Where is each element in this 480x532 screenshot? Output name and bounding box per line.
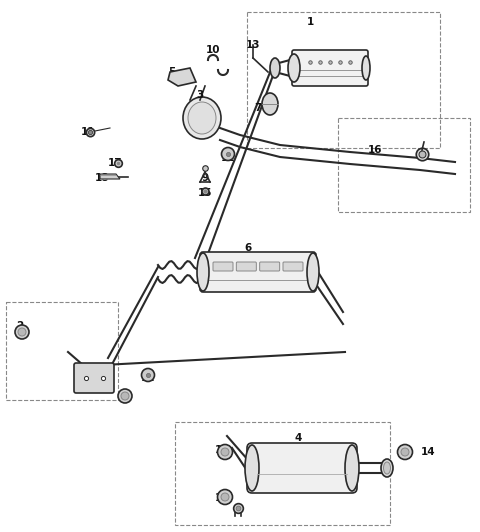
Ellipse shape <box>362 56 370 80</box>
Ellipse shape <box>307 253 319 291</box>
Ellipse shape <box>381 459 393 477</box>
Text: 14: 14 <box>215 493 229 503</box>
Ellipse shape <box>217 445 232 460</box>
Text: 12: 12 <box>141 373 155 383</box>
Text: 5: 5 <box>168 67 176 77</box>
Ellipse shape <box>15 325 29 339</box>
Polygon shape <box>100 174 120 179</box>
Bar <box>175 422 390 525</box>
Ellipse shape <box>270 58 280 78</box>
Ellipse shape <box>197 253 209 291</box>
Ellipse shape <box>397 445 412 460</box>
Text: 17: 17 <box>108 158 122 168</box>
Ellipse shape <box>221 147 235 161</box>
Text: 9: 9 <box>202 173 209 183</box>
Ellipse shape <box>188 102 216 134</box>
Text: 8: 8 <box>234 505 241 515</box>
Ellipse shape <box>245 445 259 491</box>
Text: 7: 7 <box>254 103 262 113</box>
Ellipse shape <box>118 389 132 403</box>
Text: 18: 18 <box>95 173 109 183</box>
FancyBboxPatch shape <box>260 262 280 271</box>
Bar <box>338 118 470 212</box>
Ellipse shape <box>345 445 359 491</box>
Text: 2: 2 <box>119 390 126 400</box>
Text: 3: 3 <box>196 90 204 100</box>
Ellipse shape <box>121 392 129 400</box>
Text: 11: 11 <box>81 127 95 137</box>
Text: 16: 16 <box>368 145 382 155</box>
Ellipse shape <box>217 489 232 504</box>
FancyBboxPatch shape <box>292 50 368 86</box>
Bar <box>6 302 118 400</box>
Text: 4: 4 <box>294 433 302 443</box>
Text: 15: 15 <box>198 188 212 198</box>
Ellipse shape <box>142 369 155 381</box>
Ellipse shape <box>183 97 221 139</box>
Text: 2: 2 <box>16 321 24 331</box>
Text: 7: 7 <box>74 375 82 385</box>
Text: 14: 14 <box>420 447 435 457</box>
Polygon shape <box>168 68 196 86</box>
Text: 10: 10 <box>206 45 220 55</box>
Text: 12: 12 <box>221 153 235 163</box>
Text: 14: 14 <box>215 445 229 455</box>
Ellipse shape <box>221 448 229 456</box>
Polygon shape <box>294 52 366 84</box>
Ellipse shape <box>18 328 26 336</box>
Text: 6: 6 <box>244 243 252 253</box>
Ellipse shape <box>262 93 278 115</box>
FancyBboxPatch shape <box>247 443 357 493</box>
FancyBboxPatch shape <box>236 262 256 271</box>
Bar <box>247 12 440 148</box>
FancyBboxPatch shape <box>74 363 114 393</box>
Text: 1: 1 <box>306 17 313 27</box>
Ellipse shape <box>401 448 409 456</box>
FancyBboxPatch shape <box>283 262 303 271</box>
FancyBboxPatch shape <box>213 262 233 271</box>
Ellipse shape <box>288 54 300 82</box>
FancyBboxPatch shape <box>200 252 316 292</box>
Ellipse shape <box>221 493 229 501</box>
Ellipse shape <box>384 462 391 474</box>
Text: 13: 13 <box>246 40 260 50</box>
